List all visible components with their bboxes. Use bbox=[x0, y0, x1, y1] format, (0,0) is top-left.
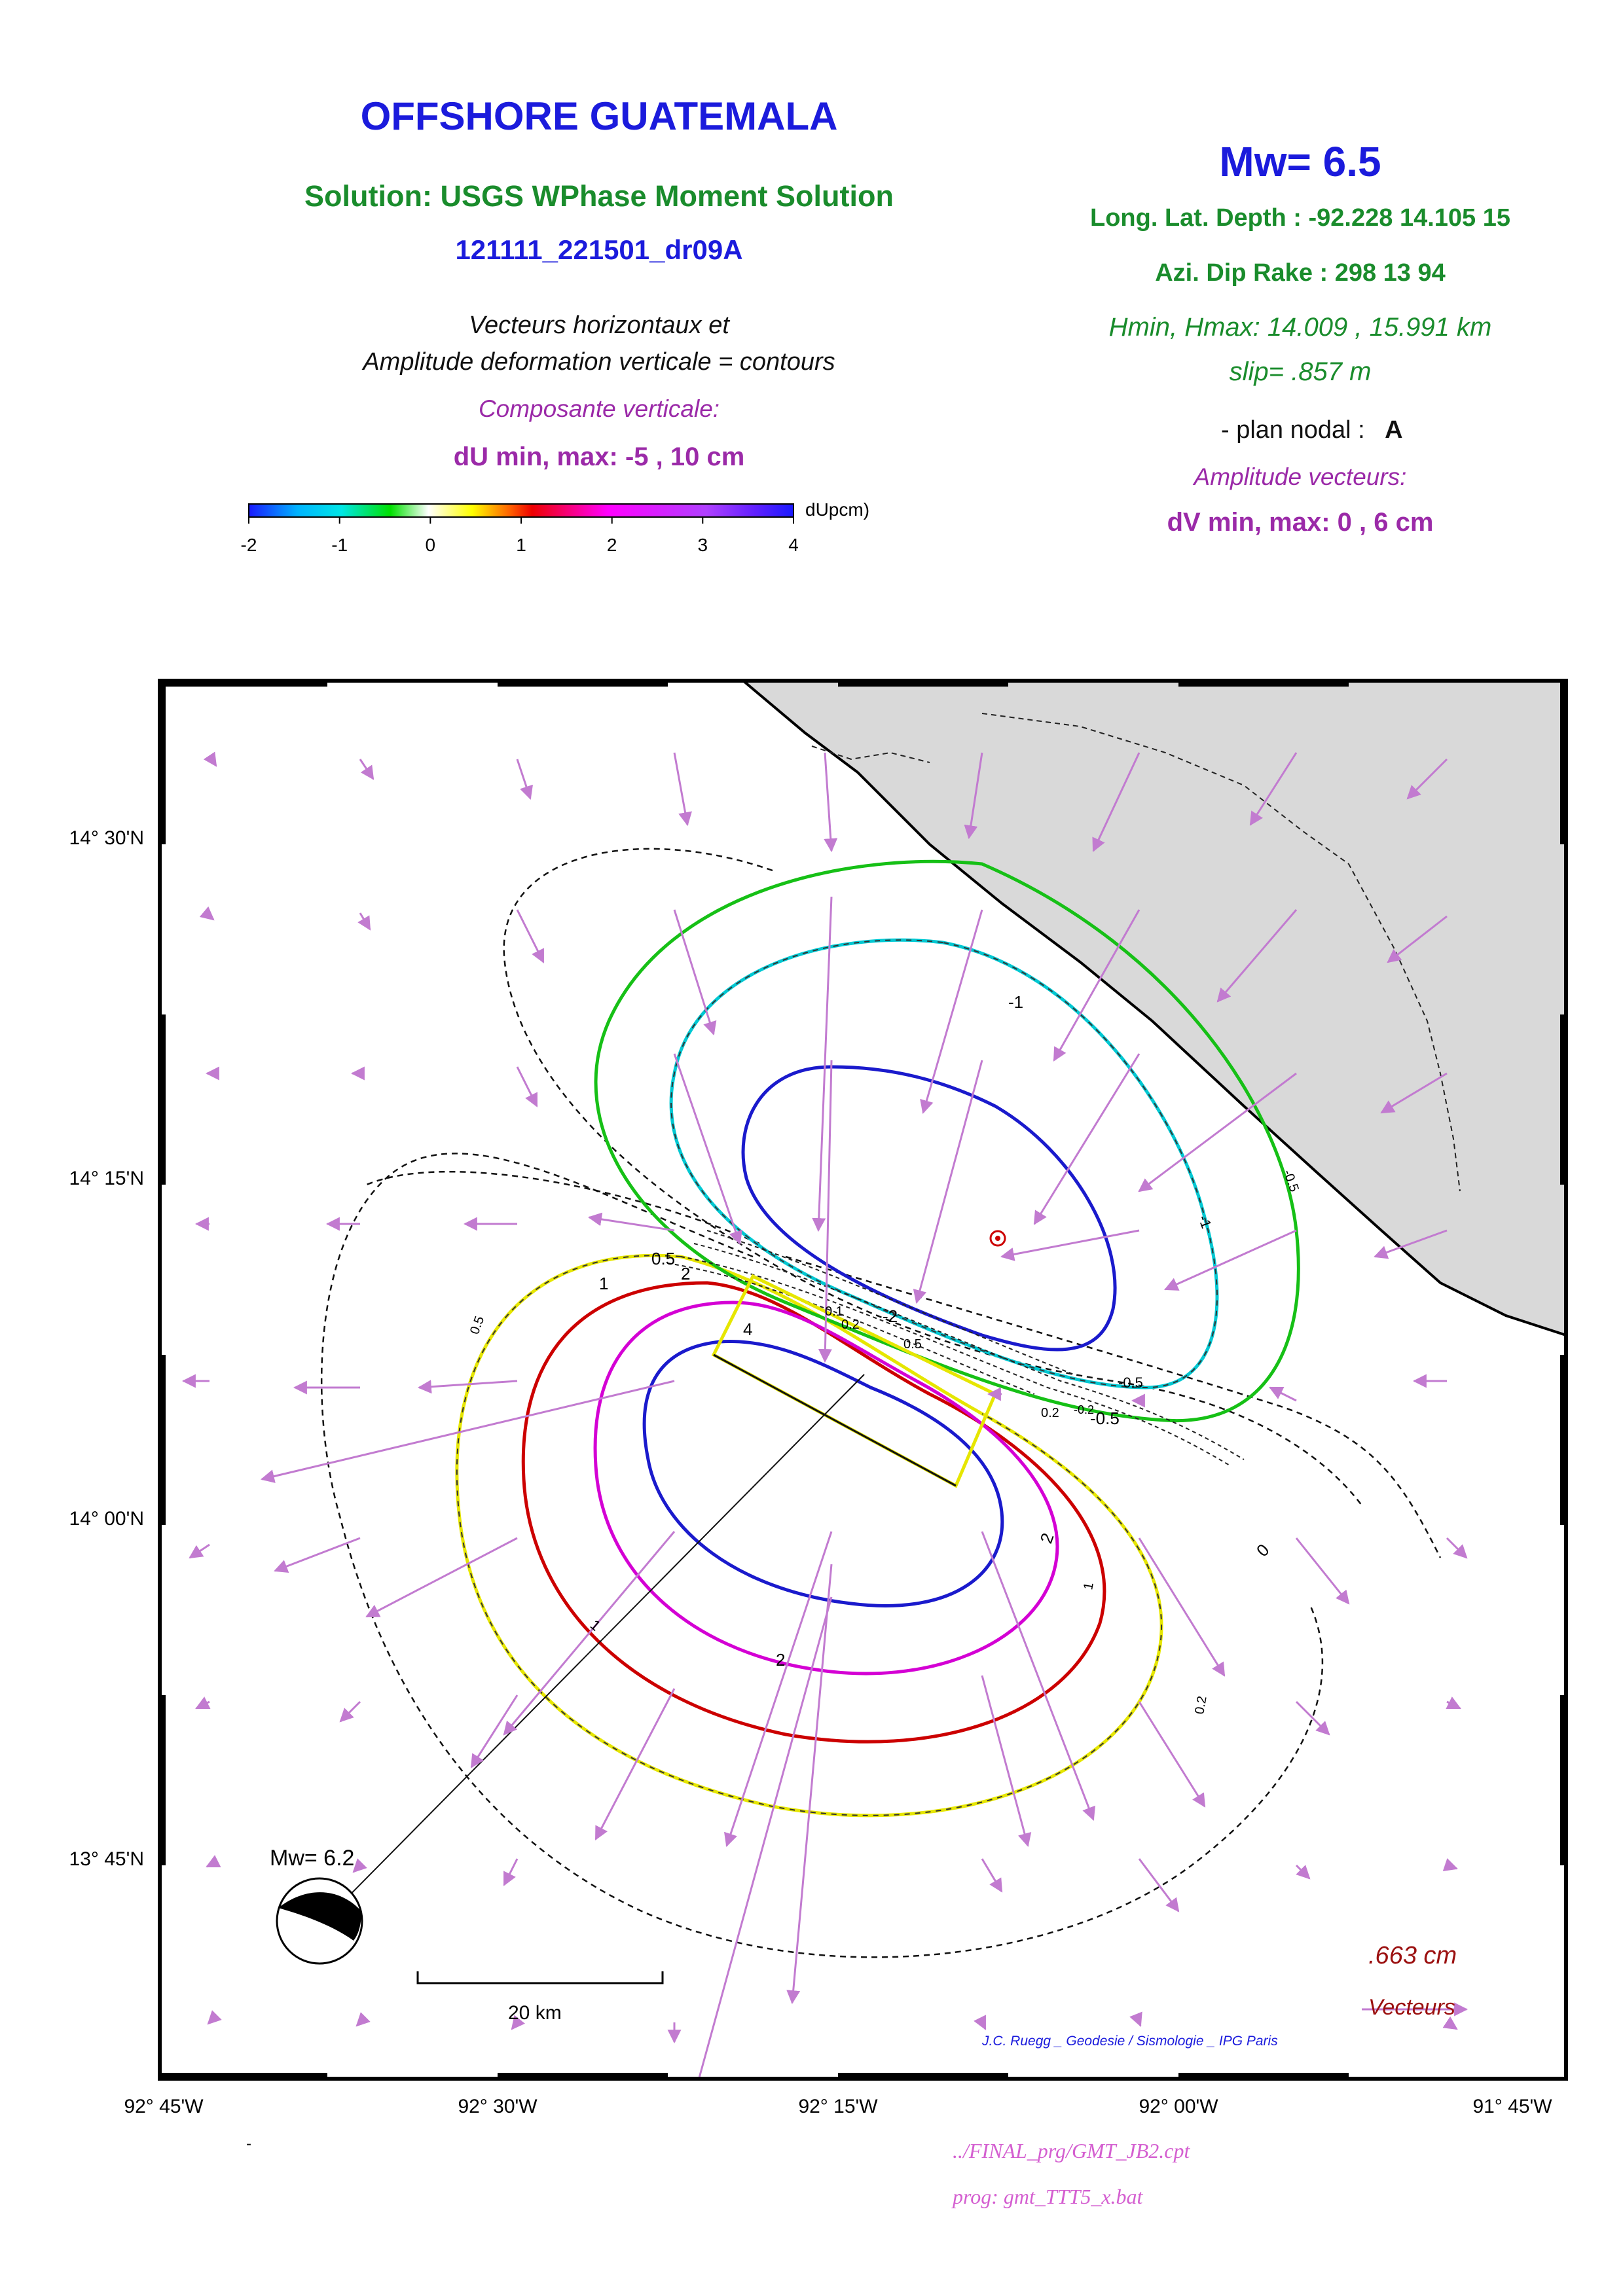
contour-label: 0.2 bbox=[841, 1318, 860, 1332]
lon-label: 92° 15'W bbox=[798, 2096, 878, 2117]
contour-label: 1 bbox=[599, 1274, 608, 1293]
lon-label: 92° 45'W bbox=[124, 2096, 204, 2117]
colorbar-tick: 1 bbox=[516, 535, 526, 555]
lon-label: 92° 00'W bbox=[1139, 2096, 1218, 2117]
colorbar: -2 -1 0 1 2 3 4 dUpcm) bbox=[241, 499, 869, 555]
contour-label: -1 bbox=[1008, 992, 1023, 1012]
contour-label: 0.1 bbox=[825, 1304, 843, 1319]
source-mechanism: Azi. Dip Rake : 298 13 94 bbox=[1155, 259, 1446, 287]
beachball-leader bbox=[327, 1374, 865, 1918]
contour-label: 1 bbox=[1081, 1581, 1097, 1591]
contour-0 bbox=[366, 1170, 760, 1245]
source-location: Long. Lat. Depth : -92.228 14.105 15 bbox=[1090, 204, 1510, 232]
colorbar-tick: -2 bbox=[241, 535, 257, 555]
lat-label: 13° 45'N bbox=[69, 1848, 144, 1870]
contour-label: 0.2 bbox=[1192, 1695, 1209, 1715]
contour-0 bbox=[320, 1153, 1324, 1958]
contour-1 bbox=[521, 1281, 1106, 1744]
lat-label: 14° 15'N bbox=[69, 1168, 144, 1189]
contour-label: 2 bbox=[681, 1264, 690, 1283]
focal-mechanism-beachball bbox=[276, 1877, 363, 1965]
dv-range: dV min, max: 0 , 6 cm bbox=[1167, 508, 1434, 537]
contour-label: 2 bbox=[776, 1650, 785, 1670]
coastline bbox=[742, 681, 1566, 1336]
land-border bbox=[981, 713, 1461, 1192]
colorbar-tick: 3 bbox=[698, 535, 708, 555]
contour-neg0.5 bbox=[594, 859, 1300, 1423]
solution-label: Solution: USGS WPhase Moment Solution bbox=[304, 179, 894, 213]
contour-neg2 bbox=[741, 1065, 1117, 1352]
colorbar-tick: -1 bbox=[331, 535, 348, 555]
map-title: OFFSHORE GUATEMALA bbox=[360, 94, 838, 138]
contour-label: 0 bbox=[1252, 1540, 1273, 1560]
colorbar-tick: 2 bbox=[607, 535, 617, 555]
description-line-2: Amplitude deformation verticale = contou… bbox=[363, 348, 835, 376]
contour-label: -2 bbox=[883, 1306, 898, 1326]
lat-label: 14° 00'N bbox=[69, 1508, 144, 1530]
contour-label: -0.2 bbox=[1074, 1403, 1094, 1416]
vertical-component-label: Composante verticale: bbox=[478, 395, 720, 422]
description-line-1: Vecteurs horizontaux et bbox=[469, 312, 729, 339]
vector-scale-label: Vecteurs bbox=[1368, 1995, 1455, 2020]
contour-4 bbox=[642, 1340, 1004, 1607]
land-border bbox=[811, 745, 930, 763]
contour-neg1-dash bbox=[670, 939, 1218, 1389]
event-id: 121111_221501_dr09A bbox=[455, 234, 743, 265]
du-range: dU min, max: -5 , 10 cm bbox=[453, 442, 745, 471]
footer-dash: - bbox=[246, 2135, 251, 2153]
nodal-plane-value: A bbox=[1385, 416, 1403, 444]
contour-label: -0.5 bbox=[1280, 1168, 1301, 1194]
contour-label: -0.5 bbox=[1090, 1408, 1120, 1428]
displacement-vectors bbox=[181, 751, 1468, 2079]
scale-bar-label: 20 km bbox=[508, 2002, 562, 2024]
vector-scale-value: .663 cm bbox=[1368, 1942, 1457, 1969]
contour-label: -0.5 bbox=[1118, 1374, 1143, 1391]
contour-label: 2 bbox=[1036, 1530, 1057, 1546]
contour-label: 0.5 bbox=[467, 1314, 487, 1336]
contour-label: -1 bbox=[1195, 1213, 1214, 1230]
program-name: prog: gmt_TTT5_x.bat bbox=[953, 2185, 1143, 2208]
fault-trace bbox=[713, 1354, 957, 1487]
land-area bbox=[743, 681, 1566, 1335]
lat-label: 14° 30'N bbox=[69, 827, 144, 849]
slip-value: slip= .857 m bbox=[1229, 357, 1372, 386]
contour-2 bbox=[593, 1300, 1059, 1676]
lon-label: 91° 45'W bbox=[1472, 2096, 1552, 2117]
epicenter-marker bbox=[989, 1230, 1006, 1247]
contour-label: 0.2 bbox=[1041, 1406, 1059, 1420]
contour-label: 0.5 bbox=[651, 1249, 675, 1268]
colorbar-tick: 0 bbox=[426, 535, 436, 555]
nodal-plane: - plan nodal : A bbox=[1221, 416, 1403, 444]
depth-range: Hmin, Hmax: 14.009 , 15.991 km bbox=[1108, 313, 1492, 342]
contour-label: 4 bbox=[743, 1319, 752, 1339]
colorbar-tick: 4 bbox=[788, 535, 799, 555]
scale-bar bbox=[416, 1971, 664, 1984]
colorbar-unit: dUpcm) bbox=[805, 499, 869, 520]
nodal-plane-label: - plan nodal : bbox=[1221, 416, 1365, 444]
lon-label: 92° 30'W bbox=[458, 2096, 538, 2117]
cpt-file: ../FINAL_prg/GMT_JB2.cpt bbox=[953, 2139, 1190, 2162]
contour-0.5-dash bbox=[456, 1255, 1163, 1816]
credit: J.C. Ruegg _ Geodesie / Sismologie _ IPG… bbox=[981, 2034, 1278, 2049]
vector-amplitude-label: Amplitude vecteurs: bbox=[1194, 463, 1407, 490]
magnitude: Mw= 6.5 bbox=[1219, 138, 1381, 185]
contour-label: 0.5 bbox=[903, 1337, 922, 1352]
contour-0 bbox=[785, 1255, 1442, 1558]
beachball-label: Mw= 6.2 bbox=[270, 1846, 354, 1871]
